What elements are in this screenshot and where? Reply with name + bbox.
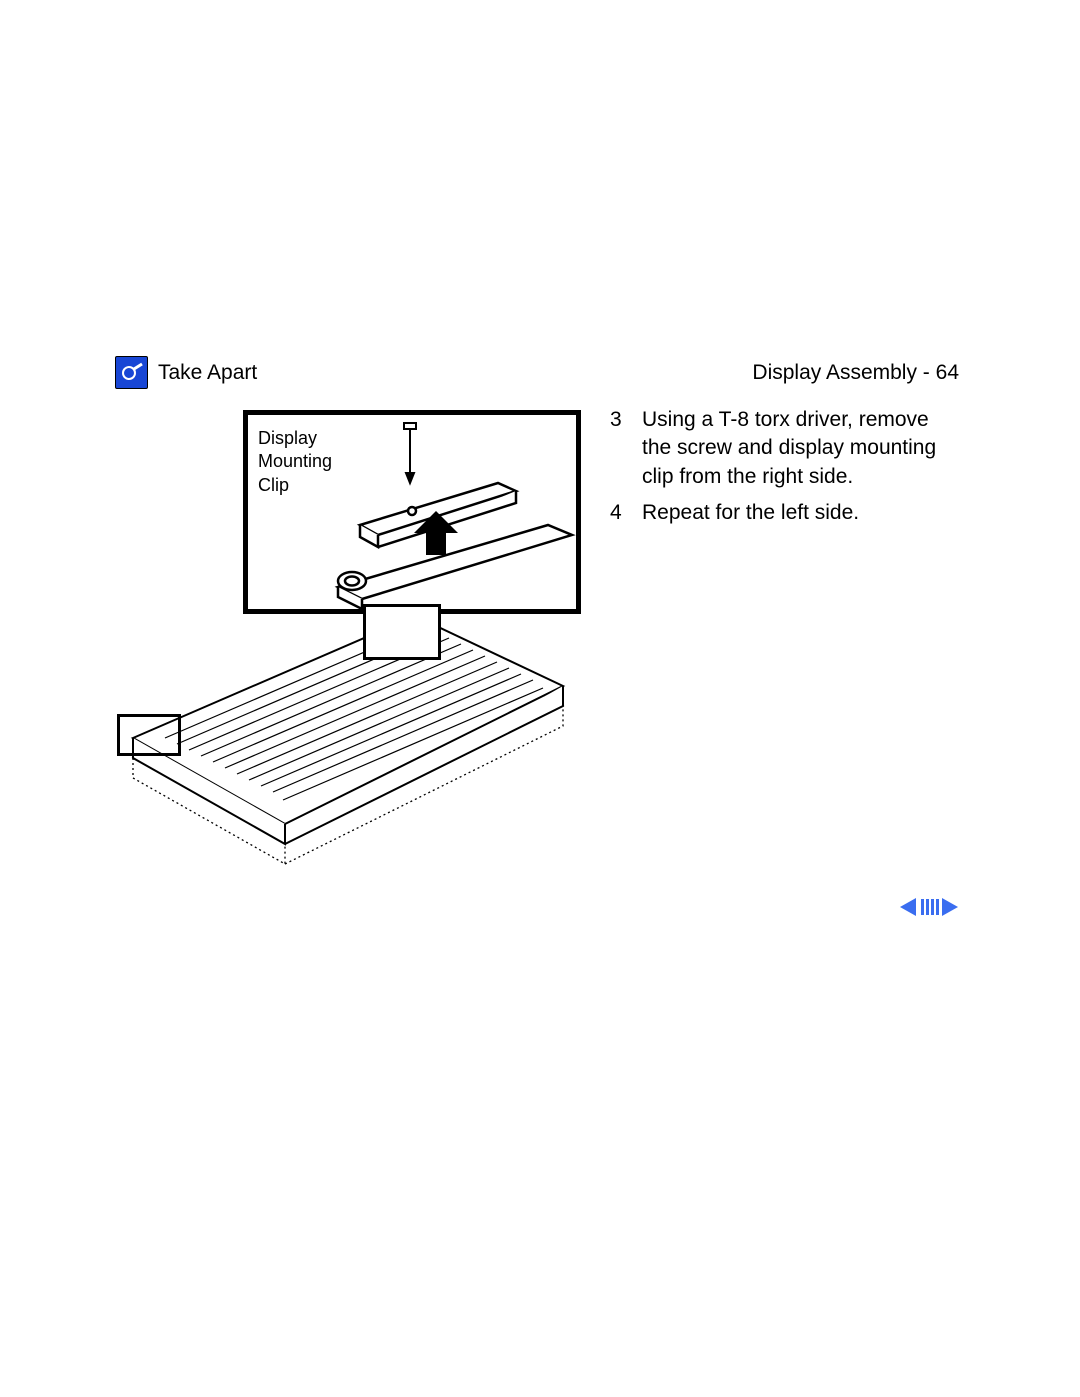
page-title: Display Assembly - 64 bbox=[752, 361, 959, 385]
callout-label: Display Mounting Clip bbox=[258, 427, 332, 497]
page-title-text: Display Assembly - bbox=[752, 361, 935, 384]
step-3: 3 Using a T-8 torx driver, remove the sc… bbox=[610, 406, 962, 491]
callout-label-line1: Display bbox=[258, 428, 317, 448]
instruction-steps: 3 Using a T-8 torx driver, remove the sc… bbox=[610, 406, 962, 535]
focus-rectangle-right bbox=[363, 604, 441, 660]
step-4: 4 Repeat for the left side. bbox=[610, 499, 962, 527]
header-left: Take Apart bbox=[115, 356, 257, 389]
page-nav bbox=[898, 896, 960, 918]
focus-rectangle-left bbox=[117, 714, 181, 756]
take-apart-icon bbox=[120, 361, 144, 385]
callout-label-line3: Clip bbox=[258, 475, 289, 495]
section-title: Take Apart bbox=[158, 361, 257, 385]
page-header: Take Apart Display Assembly - 64 bbox=[115, 356, 959, 389]
page-number: 64 bbox=[936, 361, 959, 384]
manual-page: Take Apart Display Assembly - 64 bbox=[115, 356, 959, 906]
callout-detail-box: Display Mounting Clip bbox=[243, 410, 581, 614]
callout-label-line2: Mounting bbox=[258, 451, 332, 471]
page-content: Display Mounting Clip bbox=[115, 406, 959, 886]
step-number: 3 bbox=[610, 406, 642, 491]
page-slider-icon[interactable] bbox=[918, 896, 940, 918]
step-text: Repeat for the left side. bbox=[642, 499, 962, 527]
next-page-arrow-icon[interactable] bbox=[940, 896, 960, 918]
section-icon bbox=[115, 356, 148, 389]
diagram: Display Mounting Clip bbox=[115, 406, 585, 866]
step-text: Using a T-8 torx driver, remove the scre… bbox=[642, 406, 962, 491]
step-number: 4 bbox=[610, 499, 642, 527]
prev-page-arrow-icon[interactable] bbox=[898, 896, 918, 918]
